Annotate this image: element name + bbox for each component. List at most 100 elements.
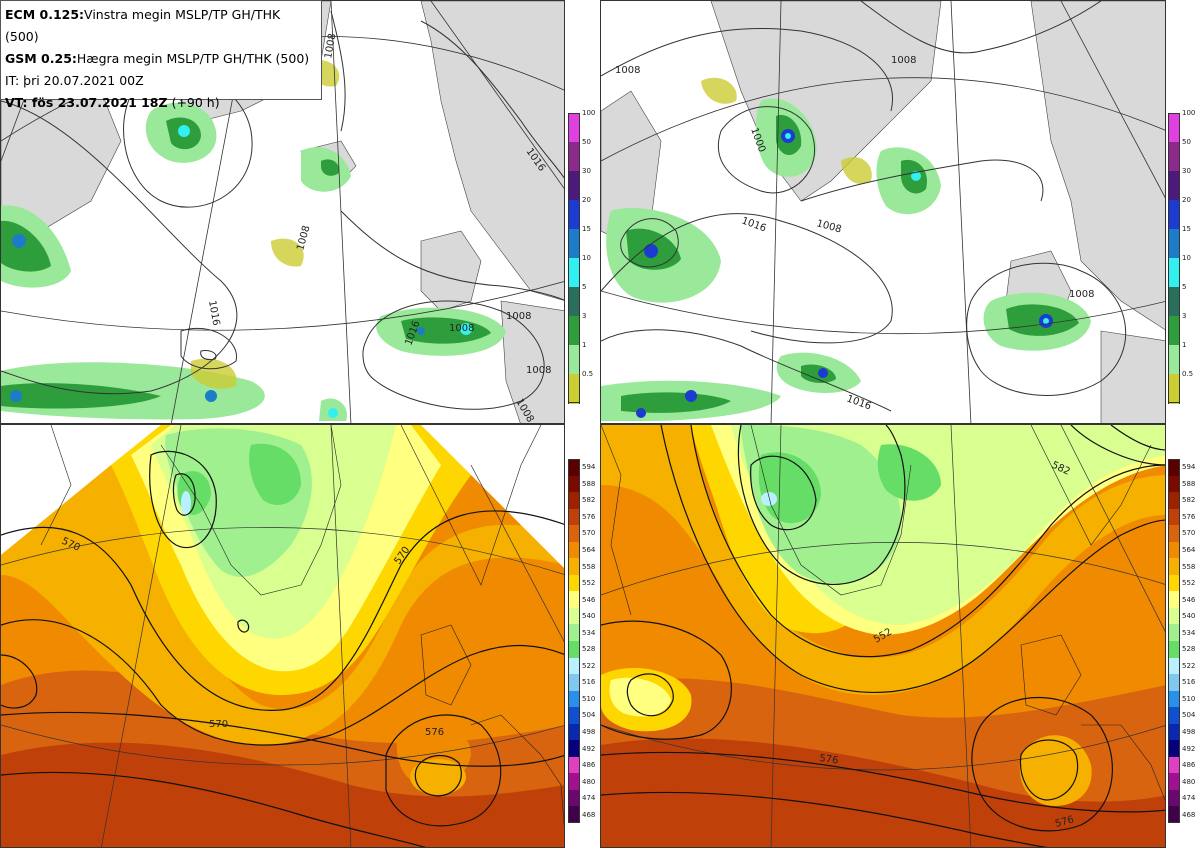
colorbar-label: 594: [1182, 463, 1196, 472]
colorbar-label: 570: [1182, 529, 1196, 538]
info-ecm-label: ECM 0.125:: [5, 7, 85, 22]
colorbar-label: 588: [1182, 479, 1196, 488]
colorbar-label: 50: [582, 138, 591, 146]
colorbar-label: 486: [582, 761, 596, 770]
colorbar-label: 480: [1182, 777, 1196, 786]
gh-colorbar-left: 594 588 582 576 570 564 558 552 546 540 534 528 522 5…: [568, 459, 598, 824]
colorbar-label: 492: [1182, 744, 1196, 753]
colorbar-label: 468: [1182, 810, 1196, 819]
colorbar-label: 50: [1182, 138, 1191, 146]
precip-colorbar-right: 100 50 30 20 15 10 5 3 1 0.5: [1168, 109, 1198, 404]
isobar-label: 1008: [891, 55, 916, 66]
colorbar-label: 582: [582, 496, 596, 505]
colorbar-label: 100: [1182, 109, 1196, 117]
isobars: [601, 1, 1127, 412]
gh-contours: [601, 425, 1165, 847]
colorbar-label: 510: [1182, 694, 1196, 703]
colorbar-label: 492: [582, 744, 596, 753]
colorbar-label: 534: [1182, 628, 1196, 637]
graticule: [1, 425, 564, 847]
colorbar-label: 540: [1182, 612, 1196, 621]
precip-colorbar-left: 100 50 30 20 15 10 5 3 1 0.5: [568, 109, 598, 404]
gh-contour-label: 576: [425, 727, 444, 738]
colorbar-label: 498: [582, 728, 596, 736]
colorbar-frame: [1168, 113, 1180, 403]
coastlines: [601, 425, 1165, 801]
coastlines: [40, 425, 564, 828]
colorbar-frame: [568, 459, 580, 823]
gh-contour-label: 570: [209, 719, 228, 730]
colorbar-label: 480: [582, 777, 596, 786]
colorbar-label: 20: [1182, 196, 1191, 204]
colorbar-frame: [1168, 459, 1180, 823]
colorbar-label: 564: [582, 546, 596, 554]
colorbar-label: 474: [582, 794, 596, 803]
ecm-gh-thickness-map: 570 570 570 576: [0, 424, 565, 848]
colorbar-label: 486: [1182, 761, 1196, 770]
colorbar-label: 522: [1182, 661, 1196, 670]
colorbar-label: 546: [1182, 595, 1196, 604]
colorbar-label: 522: [582, 661, 596, 670]
colorbar-label: 5: [1182, 283, 1187, 291]
isobar-label: 1016: [206, 300, 221, 327]
gh-contour-label: 576: [1054, 814, 1075, 830]
colorbar-label: 468: [582, 810, 596, 819]
colorbar-label: 1: [1182, 341, 1187, 349]
colorbar-frame: [568, 113, 580, 403]
colorbar-label: 498: [1182, 728, 1196, 736]
colorbar-label: 546: [582, 595, 596, 604]
colorbar-label: 5: [582, 283, 587, 291]
colorbar-label: 576: [1182, 512, 1196, 521]
colorbar-label: 552: [1182, 579, 1196, 588]
gh-colorbar-right: 594 588 582 576 570 564 558 552 546 540 534 528 522 5…: [1168, 459, 1198, 824]
colorbar-label: 15: [582, 225, 591, 233]
isobar-label: 1008: [323, 33, 338, 60]
colorbar-label: 504: [582, 711, 596, 720]
colorbar-label: 558: [582, 562, 596, 571]
colorbar-label: 10: [1182, 254, 1191, 262]
isobar-label: 1008: [1069, 289, 1094, 300]
isobar-label: 1008: [615, 65, 640, 76]
colorbar-label: 588: [582, 479, 596, 488]
colorbar-label: 30: [1182, 167, 1191, 175]
precip-areas: [601, 77, 1091, 421]
colorbar-label: 582: [1182, 496, 1196, 505]
colorbar-label: 510: [582, 694, 596, 703]
colorbar-label: 30: [582, 167, 591, 175]
colorbar-label: 0.5: [1182, 370, 1194, 378]
colorbar-label: 10: [582, 254, 591, 262]
isobar-label: 1008: [506, 311, 531, 322]
colorbar-label: 474: [1182, 794, 1196, 803]
colorbar-label: 15: [1182, 225, 1191, 233]
colorbar-label: 540: [582, 612, 596, 621]
gh-contour-label: 576: [819, 753, 839, 767]
colorbar-label: 100: [582, 109, 596, 117]
colorbar-label: 3: [1182, 312, 1187, 320]
colorbar-label: 20: [582, 196, 591, 204]
colorbar-label: 528: [1182, 645, 1196, 654]
gh-contours: [1, 450, 564, 847]
colorbar-label: 528: [582, 645, 596, 654]
colorbar-label: 534: [582, 628, 596, 637]
precip-areas: [1, 60, 506, 421]
graticule: [601, 1, 1165, 423]
colorbar-label: 570: [582, 529, 596, 538]
colorbar-label: 594: [582, 463, 596, 472]
colorbar-label: 516: [582, 678, 596, 687]
colorbar-label: 552: [582, 579, 596, 588]
colorbar-label: 1: [582, 341, 587, 349]
colorbar-label: 564: [1182, 546, 1196, 554]
isobar-label: 1008: [449, 323, 474, 334]
colorbar-label: 576: [582, 512, 596, 521]
colorbar-label: 3: [582, 312, 587, 320]
gsm-gh-thickness-map: 552 576 576 582: [600, 424, 1166, 848]
colorbar-label: 0.5: [582, 370, 594, 378]
colorbar-label: 516: [1182, 678, 1196, 687]
isobar-label: 1008: [526, 365, 551, 376]
model-info-box: ECM 0.125:Vinstra megin MSLP/TP GH/THK (…: [0, 0, 322, 110]
info-init-time: IT: þri 20.07.2021 00Z: [5, 73, 144, 88]
colorbar-label: 558: [1182, 562, 1196, 571]
info-lead-time: (+90 h): [171, 95, 220, 110]
info-valid-time: VT: fös 23.07.2021 18Z: [5, 95, 168, 110]
graticule: [601, 425, 1165, 847]
